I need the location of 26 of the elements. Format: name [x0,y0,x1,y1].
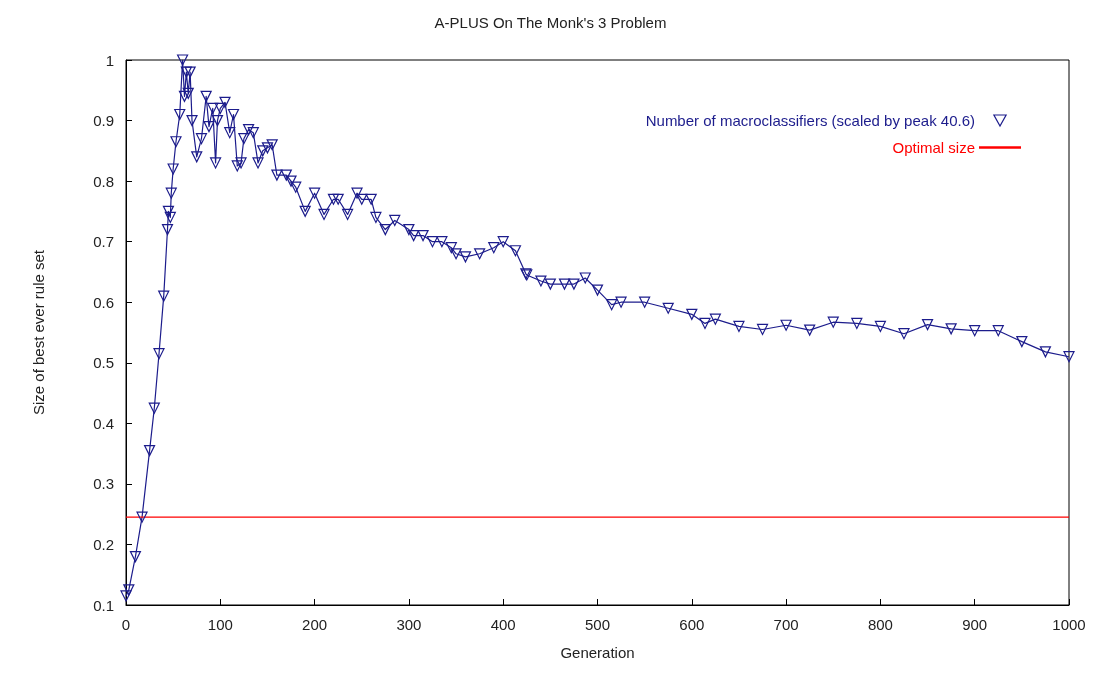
y-tick-label: 0.4 [93,414,114,432]
x-tick-label: 800 [867,616,893,633]
x-tick-label: 400 [490,616,516,633]
y-tick-label: 1 [105,51,114,69]
x-tick-label: 200 [302,616,328,633]
y-tick-label: 0.7 [93,233,114,251]
y-axis-title: Size of best ever rule set [30,249,47,416]
y-tick-label: 0.6 [93,293,114,311]
x-tick-label: 900 [962,616,988,633]
y-tick-label: 0.1 [93,596,114,614]
y-tick-label: 0.9 [93,112,114,130]
x-axis-title: Generation [560,644,635,661]
x-tick-label: 500 [584,616,611,633]
y-tick-label: 0.2 [93,535,114,553]
x-tick-label: 700 [773,616,799,633]
y-tick-label: 0.3 [93,475,114,493]
x-tick-label: 100 [207,616,233,633]
x-tick-label: 600 [679,616,705,633]
x-tick-label: 1000 [1052,616,1086,633]
x-tick-label: 300 [396,616,422,633]
x-tick-label: 0 [121,616,131,633]
legend-label: Optimal size [892,139,975,156]
y-tick-label: 0.8 [93,172,114,190]
chart-title: A-PLUS On The Monk's 3 Problem [434,14,667,31]
y-tick-label: 0.5 [93,354,114,372]
legend-label: Number of macroclassifiers (scaled by peak 40.6) [645,112,975,129]
